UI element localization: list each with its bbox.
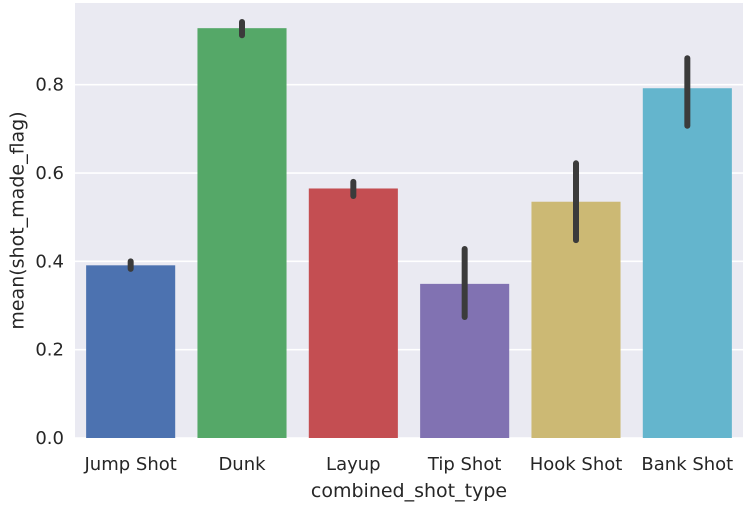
bar bbox=[86, 265, 176, 438]
bar bbox=[308, 188, 398, 438]
y-tick-label: 0.0 bbox=[35, 428, 64, 449]
x-tick-label: Bank Shot bbox=[641, 454, 733, 475]
grid-lines bbox=[75, 83, 743, 439]
y-axis-ticks: 0.0 0.2 0.4 0.6 0.8 bbox=[35, 75, 64, 449]
x-tick-label: Layup bbox=[326, 454, 381, 475]
x-tick-label: Jump Shot bbox=[84, 454, 177, 475]
bar bbox=[197, 28, 287, 439]
x-tick-label: Dunk bbox=[218, 454, 266, 475]
bars bbox=[86, 28, 732, 439]
plot-background bbox=[75, 3, 743, 438]
x-tick-label: Hook Shot bbox=[530, 454, 623, 475]
y-tick-label: 0.6 bbox=[35, 163, 64, 184]
x-axis-ticks: Jump Shot Dunk Layup Tip Shot Hook Shot Bank … bbox=[84, 454, 734, 475]
bar bbox=[642, 88, 732, 438]
error-bars bbox=[127, 18, 691, 320]
x-axis-label: combined_shot_type bbox=[311, 480, 507, 502]
y-tick-label: 0.4 bbox=[35, 251, 64, 272]
y-axis-label: mean(shot_made_flag) bbox=[7, 111, 29, 329]
y-tick-label: 0.2 bbox=[35, 340, 64, 361]
x-tick-label: Tip Shot bbox=[427, 454, 502, 475]
y-tick-label: 0.8 bbox=[35, 75, 64, 96]
